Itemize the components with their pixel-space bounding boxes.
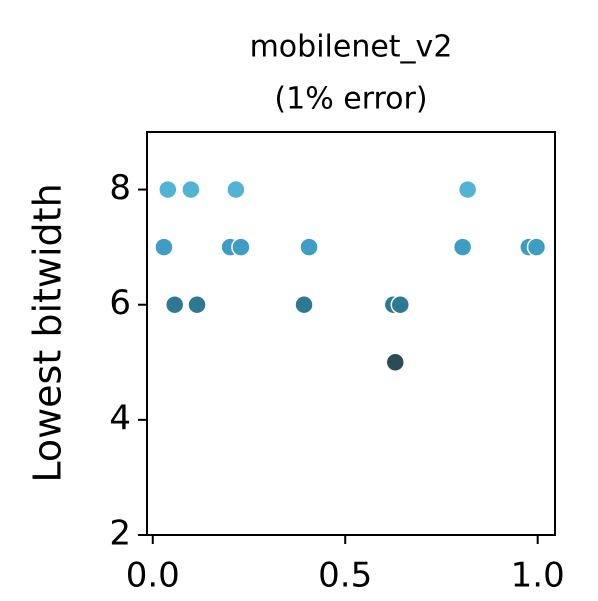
point [187, 294, 207, 315]
point [294, 294, 314, 315]
x-tick-label: 0.5 [318, 556, 372, 596]
point [158, 179, 178, 200]
point [164, 294, 185, 315]
chart-title: mobilenet_v2 [250, 30, 453, 65]
y-tick-label: 6 [109, 283, 131, 323]
plot-frame [146, 131, 556, 536]
x-tick-label: 0.0 [126, 556, 180, 596]
point [299, 237, 319, 257]
y-axis-label: Lowest bitwidth [26, 183, 70, 482]
x-tick-label: 1.0 [511, 556, 565, 596]
point [226, 179, 246, 200]
point [385, 352, 406, 373]
point [457, 179, 478, 200]
point [181, 179, 201, 200]
y-tick-label: 2 [109, 514, 131, 554]
point [154, 237, 174, 257]
point [526, 237, 547, 257]
y-tick-label: 8 [109, 168, 131, 208]
point [452, 237, 473, 257]
point [231, 237, 251, 257]
chart-title: (1% error) [274, 82, 427, 117]
point [390, 294, 411, 315]
y-tick-label: 4 [109, 398, 131, 438]
